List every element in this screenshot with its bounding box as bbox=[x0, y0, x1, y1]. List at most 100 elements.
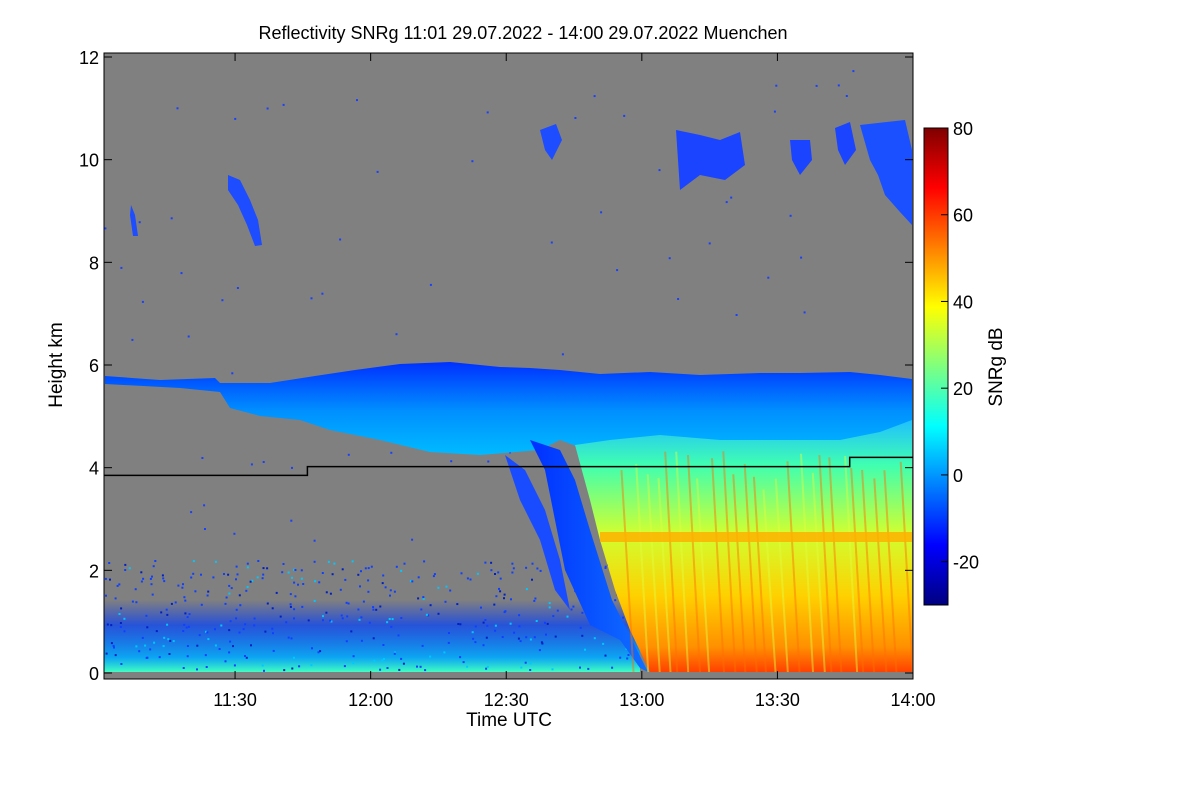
speckle bbox=[448, 632, 450, 634]
speckle bbox=[327, 560, 330, 563]
speckle bbox=[201, 457, 204, 459]
speckle bbox=[536, 567, 539, 570]
speckle bbox=[845, 95, 848, 97]
rain-streak bbox=[818, 455, 833, 673]
speckle bbox=[367, 579, 370, 582]
y-axis: 0 2 4 6 8 10 12 bbox=[79, 48, 913, 684]
speckle bbox=[294, 595, 297, 598]
speckle bbox=[228, 629, 231, 632]
speckle bbox=[275, 591, 278, 594]
speckle bbox=[119, 622, 122, 624]
speckle bbox=[614, 599, 617, 602]
rain-streak bbox=[620, 470, 635, 673]
speckle bbox=[490, 569, 493, 572]
speckle bbox=[437, 586, 440, 589]
speckle bbox=[457, 623, 460, 625]
speckle bbox=[190, 576, 193, 579]
speckle bbox=[581, 634, 584, 637]
x-tick-label: 12:30 bbox=[484, 690, 529, 710]
speckle bbox=[166, 623, 169, 626]
speckle bbox=[531, 578, 533, 581]
speckle bbox=[398, 668, 401, 671]
speckle bbox=[214, 628, 216, 631]
speckle bbox=[112, 644, 115, 647]
speckle bbox=[231, 372, 234, 375]
speckle bbox=[390, 451, 393, 454]
speckle bbox=[490, 561, 493, 564]
speckle bbox=[499, 590, 502, 593]
speckle bbox=[245, 656, 248, 659]
y-tick-label: 2 bbox=[89, 561, 99, 581]
speckle bbox=[604, 566, 607, 569]
speckle bbox=[290, 519, 293, 522]
cirrus-patch bbox=[676, 130, 745, 190]
speckle bbox=[815, 84, 818, 87]
speckle bbox=[206, 631, 209, 634]
speckle bbox=[110, 642, 113, 645]
speckle bbox=[382, 574, 385, 577]
speckle bbox=[124, 569, 127, 571]
cirrus-patch bbox=[860, 120, 912, 225]
speckle bbox=[198, 634, 201, 637]
speckle bbox=[622, 616, 625, 619]
speckle bbox=[503, 597, 505, 600]
speckle bbox=[184, 612, 187, 615]
speckle bbox=[138, 650, 141, 653]
speckle bbox=[128, 567, 131, 570]
rain-streak bbox=[786, 461, 801, 673]
speckle bbox=[256, 576, 259, 579]
speckle bbox=[131, 338, 134, 341]
rain-streak bbox=[844, 456, 859, 673]
speckle bbox=[570, 608, 573, 611]
speckle bbox=[433, 573, 436, 576]
speckle bbox=[158, 656, 161, 659]
speckle bbox=[345, 640, 348, 643]
speckle bbox=[186, 655, 189, 658]
speckle bbox=[546, 622, 549, 625]
speckle bbox=[552, 615, 555, 618]
speckle bbox=[162, 645, 165, 648]
speckle bbox=[393, 652, 396, 655]
speckle bbox=[409, 580, 412, 583]
speckle bbox=[367, 567, 370, 570]
speckle bbox=[135, 645, 138, 648]
rain-streak bbox=[752, 476, 767, 673]
rain-streak bbox=[762, 489, 777, 673]
colorbar-tick-label: 60 bbox=[953, 206, 973, 226]
speckle bbox=[144, 644, 147, 647]
speckle bbox=[471, 631, 474, 634]
speckle bbox=[623, 114, 626, 117]
speckle bbox=[443, 651, 446, 654]
speckle bbox=[205, 630, 207, 633]
y-axis-label: Height km bbox=[46, 322, 67, 408]
speckle bbox=[593, 95, 596, 98]
speckle bbox=[499, 577, 502, 580]
speckle bbox=[432, 575, 435, 578]
speckle bbox=[503, 611, 506, 614]
speckle bbox=[123, 630, 126, 633]
rain-streak bbox=[732, 474, 747, 673]
speckle bbox=[416, 665, 418, 668]
speckle bbox=[602, 642, 605, 645]
speckle bbox=[150, 583, 153, 586]
speckle bbox=[302, 583, 305, 585]
speckle bbox=[249, 580, 252, 583]
rain-streak bbox=[873, 478, 888, 673]
speckle bbox=[550, 241, 553, 244]
rain-streak bbox=[774, 478, 789, 673]
speckle bbox=[789, 214, 792, 217]
speckle bbox=[658, 169, 661, 172]
speckle bbox=[239, 604, 242, 607]
speckle bbox=[604, 654, 607, 657]
speckle bbox=[181, 586, 184, 589]
cirrus-patch bbox=[130, 205, 138, 236]
speckle bbox=[118, 613, 121, 615]
speckle bbox=[495, 595, 498, 598]
speckle bbox=[221, 299, 224, 302]
rain-streak bbox=[811, 472, 826, 673]
speckle bbox=[186, 616, 189, 619]
colorbar-axis: 80 60 40 20 0 -20 bbox=[941, 119, 979, 573]
speckle bbox=[317, 651, 320, 654]
speckle bbox=[837, 84, 840, 87]
x-tick-label: 13:00 bbox=[619, 690, 664, 710]
